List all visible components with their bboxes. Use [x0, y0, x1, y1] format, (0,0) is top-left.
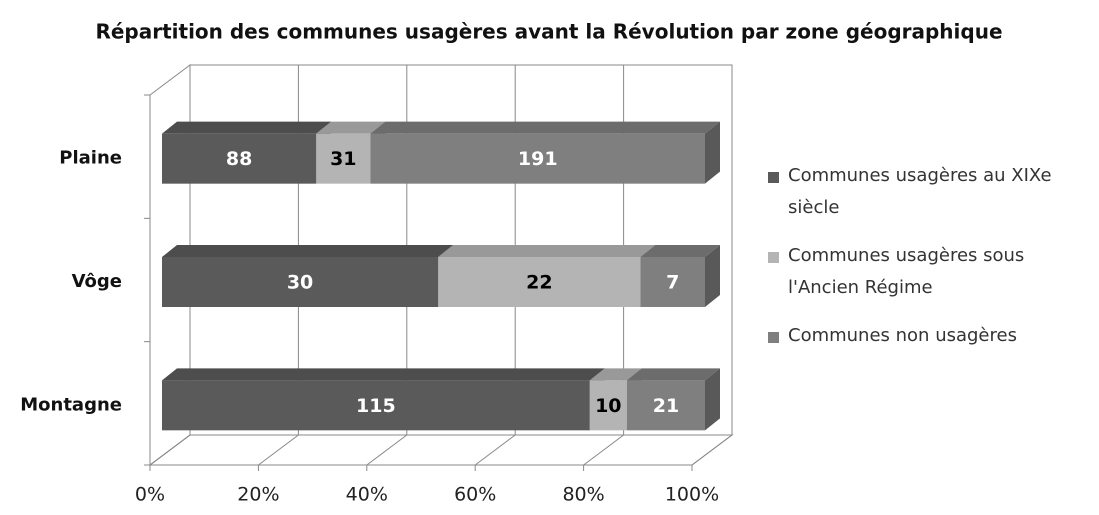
bar-top	[438, 245, 656, 257]
y-tick-label: Vôge	[72, 271, 122, 292]
x-tick-label: 40%	[346, 484, 388, 506]
legend-label: Communes usagères au XIXe siècle	[788, 165, 1052, 218]
y-tick-label: Montagne	[20, 394, 122, 415]
bar-top	[316, 121, 386, 134]
data-label: 30	[287, 272, 313, 294]
bar-top	[162, 121, 332, 134]
bar-top	[626, 368, 720, 381]
legend: Communes usagères au XIXe siècle Communes…	[768, 160, 1088, 368]
legend-item: Communes usagères au XIXe siècle	[768, 160, 1088, 224]
data-label: 22	[526, 272, 552, 294]
legend-swatch	[768, 332, 779, 343]
data-label: 7	[666, 272, 679, 294]
bar	[370, 133, 705, 184]
bar-side	[705, 245, 720, 307]
grid-line	[474, 434, 516, 466]
legend-swatch	[768, 172, 779, 183]
x-tick-label: 20%	[237, 484, 279, 506]
bar-side	[705, 121, 720, 184]
legend-label: Communes non usagères	[788, 325, 1017, 346]
bar-top	[162, 245, 454, 257]
data-label: 191	[518, 148, 558, 170]
x-tick-label: 80%	[562, 484, 604, 506]
data-label: 21	[653, 395, 679, 417]
bar-top	[162, 368, 605, 381]
bar	[626, 380, 705, 431]
bar-side	[705, 368, 720, 431]
y-tick-label: Plaine	[59, 148, 122, 169]
bar	[316, 133, 371, 184]
x-tick-label: 60%	[454, 484, 496, 506]
bar	[162, 257, 439, 307]
grid-line	[366, 434, 408, 466]
legend-label: Communes usagères sous l'Ancien Régime	[788, 245, 1025, 298]
grid-line	[258, 434, 299, 466]
bar-top	[370, 121, 720, 134]
data-label: 115	[356, 395, 396, 417]
grid-line	[691, 434, 733, 466]
x-tick-label: 100%	[665, 484, 719, 506]
data-label: 10	[595, 395, 621, 417]
x-tick-label: 0%	[135, 484, 165, 506]
legend-swatch	[768, 252, 779, 263]
bar-top	[640, 245, 720, 257]
legend-item: Communes non usagères	[768, 320, 1088, 352]
bar	[162, 133, 317, 184]
bar	[162, 380, 590, 431]
grid-line	[149, 434, 191, 466]
bar-top	[589, 368, 642, 381]
grid-line	[583, 434, 624, 466]
bar	[640, 257, 705, 307]
bar	[438, 257, 641, 307]
floor	[148, 434, 734, 466]
legend-item: Communes usagères sous l'Ancien Régime	[768, 240, 1088, 304]
bar	[589, 380, 627, 431]
data-label: 88	[226, 148, 252, 170]
data-label: 31	[330, 148, 356, 170]
chart-title: Répartition des communes usagères avant …	[95, 20, 1002, 44]
